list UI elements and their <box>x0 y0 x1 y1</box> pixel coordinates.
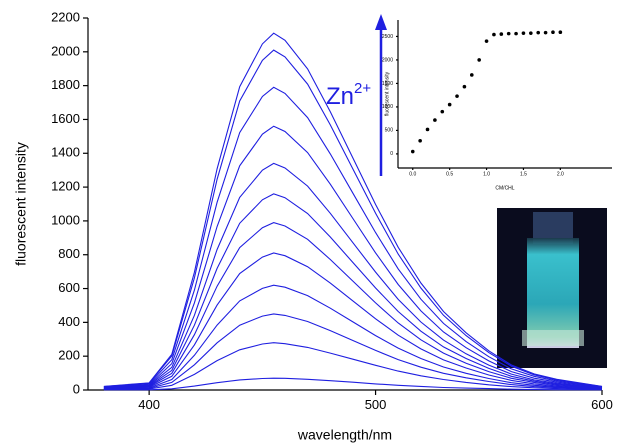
x-tick-label: 400 <box>138 397 160 412</box>
spectrum <box>103 313 603 390</box>
y-tick-label: 1500 <box>382 81 393 87</box>
point <box>543 30 548 35</box>
annotation-text: Zn <box>326 83 354 110</box>
point <box>440 109 445 114</box>
x-tick-label: 2.0 <box>557 171 564 177</box>
y-tick-label: 1200 <box>51 179 80 194</box>
point <box>536 30 541 35</box>
point <box>455 94 459 98</box>
arrow-head <box>375 14 387 30</box>
x-tick-label: 0.5 <box>446 171 453 177</box>
y-tick-label: 2000 <box>382 57 393 63</box>
y-tick-label: 0 <box>390 151 393 157</box>
point <box>506 31 511 36</box>
main-plot: 0 200 400 600 800 1000 1200 1400 1600 1800 2000 220… <box>13 9 613 442</box>
y-tick-label: 600 <box>58 280 80 295</box>
y-tick-label: 0 <box>73 381 80 396</box>
point <box>410 149 415 154</box>
inset-plot: 0 500 1000 1500 2000 2500 0.0 0.5 1.0 1.5 2.0 CM/CH… <box>382 20 612 191</box>
spectrum <box>103 377 603 391</box>
point <box>433 118 437 122</box>
x-tick-label: 1.5 <box>520 171 527 177</box>
x-tick-label: 600 <box>591 397 613 412</box>
point <box>514 31 518 36</box>
point <box>551 30 555 35</box>
y-tick-label: 2200 <box>51 9 80 24</box>
point <box>469 73 474 77</box>
annotation: Zn2+ <box>326 80 371 110</box>
spectrum <box>103 32 603 387</box>
y-tick-label: 2500 <box>382 34 393 40</box>
point <box>529 31 533 35</box>
annotation-sup: 2+ <box>354 80 371 97</box>
y-tick-label: 800 <box>58 246 80 261</box>
y-axis-label: fluorescent intensity <box>13 142 29 266</box>
point <box>418 138 422 143</box>
spectrum <box>103 162 603 389</box>
point <box>447 102 452 107</box>
spectrum <box>103 49 603 388</box>
point <box>484 39 489 43</box>
spectrum <box>103 125 603 388</box>
y-tick-label: 1400 <box>51 145 80 160</box>
y-tick-label: 200 <box>58 348 80 363</box>
spectrum <box>103 252 603 390</box>
y-tick-label: 400 <box>58 314 80 329</box>
point <box>521 31 526 35</box>
point <box>425 127 430 132</box>
spectrum <box>103 86 603 388</box>
y-tick-label: 1600 <box>51 111 80 126</box>
spectrum <box>103 342 603 391</box>
point <box>499 32 504 36</box>
spectrum <box>103 222 603 389</box>
point <box>477 58 481 62</box>
x-tick-label: 1.0 <box>483 171 490 177</box>
x-axis-label: CM/CHL <box>495 185 514 191</box>
y-tick-label: 1800 <box>51 77 80 92</box>
spectrum <box>103 284 603 390</box>
point <box>492 32 496 37</box>
x-tick-label: 0.0 <box>409 171 416 177</box>
cuvette-photo <box>497 208 607 368</box>
spectrum <box>103 193 603 389</box>
point <box>462 84 467 89</box>
y-tick-label: 2000 <box>51 43 80 58</box>
y-tick-label: 1000 <box>51 212 80 227</box>
point <box>558 30 563 35</box>
x-tick-label: 500 <box>365 397 387 412</box>
y-tick-label: 500 <box>385 128 394 134</box>
x-axis-label: wavelength/nm <box>297 427 392 443</box>
y-tick-label: 1000 <box>382 104 393 110</box>
y-axis-label: fluorescent intensity <box>384 71 390 116</box>
